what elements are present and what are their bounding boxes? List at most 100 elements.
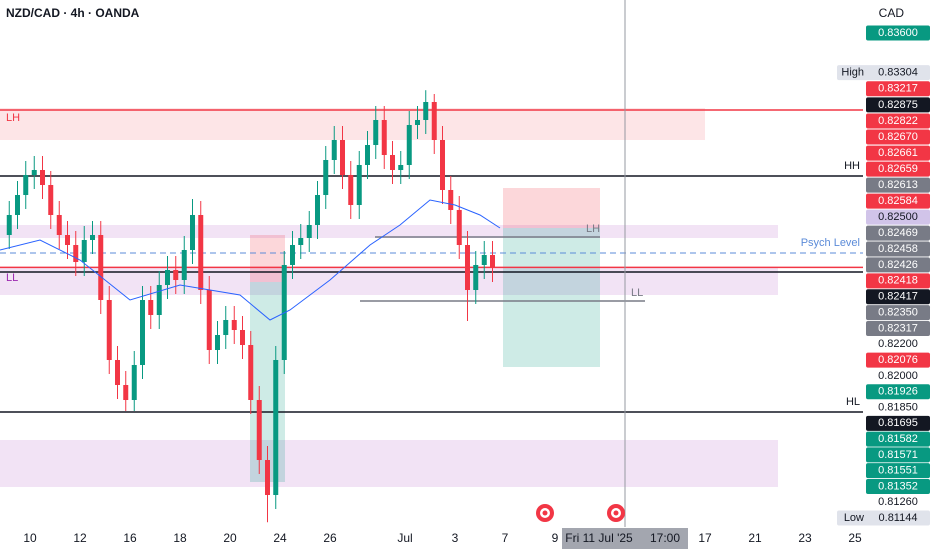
zone bbox=[0, 440, 778, 487]
price-tag-label: 0.82661 bbox=[878, 147, 918, 159]
price-tag-label: 0.82426 bbox=[878, 259, 918, 271]
price-tag-name: Low bbox=[844, 512, 864, 524]
price-tag bbox=[866, 193, 930, 209]
price-tag bbox=[866, 177, 930, 193]
candle-body bbox=[331, 140, 337, 160]
candle-body bbox=[40, 170, 45, 185]
candle-body bbox=[298, 238, 304, 245]
candle-body bbox=[381, 120, 387, 155]
candle-body bbox=[15, 195, 20, 215]
target-zone bbox=[503, 228, 600, 367]
candle-body bbox=[48, 185, 54, 215]
level-label: HL bbox=[846, 396, 860, 408]
x-tick-label: 12 bbox=[73, 531, 87, 545]
candle-body bbox=[106, 300, 112, 360]
price-tag bbox=[866, 129, 930, 145]
x-tick-label: 24 bbox=[273, 531, 287, 545]
price-tag-label: 0.81695 bbox=[878, 417, 918, 429]
x-tick-label: 3 bbox=[452, 531, 459, 545]
candle-body bbox=[256, 400, 262, 460]
price-tag bbox=[866, 478, 930, 494]
candle-body bbox=[73, 245, 79, 262]
price-tag bbox=[866, 209, 930, 225]
candle-body bbox=[181, 250, 187, 280]
candle-body bbox=[373, 120, 379, 145]
candle-body bbox=[440, 140, 445, 190]
overlay: 10 12 16 18 20 24 26 Jul 3 7 9 17 21 23 25 Fri 11 Jul '… bbox=[23, 25, 930, 549]
price-tag-label: 0.82000 bbox=[878, 370, 918, 382]
candle-body bbox=[156, 285, 162, 315]
candle-body bbox=[456, 210, 462, 245]
x-tick-label: 26 bbox=[323, 531, 337, 545]
x-tick-label: Jul bbox=[397, 531, 412, 545]
price-tag-label: 0.82822 bbox=[878, 115, 918, 127]
price-tag-label: 0.81352 bbox=[878, 480, 918, 492]
price-tag-label: 0.81144 bbox=[879, 512, 918, 524]
candle-body bbox=[231, 320, 237, 330]
price-tag-label: 0.82670 bbox=[878, 131, 918, 143]
crosshair-time: 17:00 bbox=[650, 531, 680, 545]
level-label: Psych Level bbox=[801, 237, 860, 249]
price-tag-label: 0.81850 bbox=[878, 401, 918, 413]
candle-body bbox=[248, 345, 254, 400]
zone-label: LL bbox=[6, 272, 18, 284]
moving-average bbox=[0, 199, 501, 321]
stop-zone bbox=[503, 188, 600, 228]
event-icon[interactable] bbox=[607, 504, 625, 522]
level-label: HH bbox=[844, 160, 860, 172]
price-tag bbox=[866, 25, 930, 41]
candle-body bbox=[81, 240, 87, 262]
price-tag-label: 0.81551 bbox=[878, 465, 918, 477]
candle-body bbox=[423, 102, 429, 120]
plot-area: LH LL HH Psych Level HL LH LL bbox=[0, 0, 863, 527]
candle-body bbox=[173, 270, 179, 280]
zone bbox=[0, 225, 778, 238]
segment-label: LL bbox=[631, 287, 643, 299]
price-tag-label: 0.82500 bbox=[878, 211, 918, 223]
crosshair-date: Fri 11 Jul '25 bbox=[565, 531, 633, 545]
candle-body bbox=[190, 215, 195, 250]
price-tag-label: 0.82317 bbox=[878, 322, 918, 334]
price-tag bbox=[837, 510, 930, 526]
candle-body bbox=[23, 175, 29, 195]
candle-body bbox=[131, 365, 137, 400]
candle-body bbox=[390, 155, 395, 170]
candle-body bbox=[340, 140, 345, 175]
price-tag-label: 0.81260 bbox=[878, 496, 918, 508]
zone-label: LH bbox=[6, 112, 20, 124]
price-tag-label: 0.83600 bbox=[878, 27, 918, 39]
candle-body bbox=[123, 385, 129, 400]
price-tag-label: 0.82350 bbox=[878, 306, 918, 318]
price-tag-name: High bbox=[841, 66, 864, 78]
x-tick-label: 23 bbox=[798, 531, 812, 545]
price-tag bbox=[866, 447, 930, 463]
candle-body bbox=[348, 175, 354, 205]
candle-body bbox=[206, 290, 212, 350]
price-tag bbox=[866, 241, 930, 257]
price-tag-label: 0.81582 bbox=[878, 433, 918, 445]
x-tick-label: 16 bbox=[123, 531, 137, 545]
price-tag-label: 0.83217 bbox=[878, 83, 918, 95]
candle-body bbox=[215, 335, 220, 350]
price-tag-label: 0.82076 bbox=[878, 354, 918, 366]
candle-body bbox=[273, 360, 279, 495]
price-tag-label: 0.82417 bbox=[878, 291, 918, 303]
price-tag-label: 0.81571 bbox=[878, 449, 918, 461]
candle-body bbox=[306, 225, 312, 238]
candle-body bbox=[6, 215, 12, 235]
x-tick-label: 9 bbox=[552, 531, 559, 545]
price-tag bbox=[866, 273, 930, 289]
x-tick-label: 21 bbox=[748, 531, 762, 545]
price-tag bbox=[866, 431, 930, 447]
event-icon[interactable] bbox=[536, 504, 554, 522]
x-tick-label: 25 bbox=[848, 531, 862, 545]
currency: CAD bbox=[879, 6, 905, 20]
price-tag bbox=[866, 161, 930, 177]
candle-body bbox=[148, 300, 154, 315]
candle-body bbox=[365, 145, 370, 165]
price-tag-label: 0.83304 bbox=[878, 66, 918, 78]
price-tag bbox=[866, 113, 930, 129]
chart-title: NZD/CAD · 4h · OANDA bbox=[6, 6, 140, 20]
candle-body bbox=[31, 170, 37, 175]
